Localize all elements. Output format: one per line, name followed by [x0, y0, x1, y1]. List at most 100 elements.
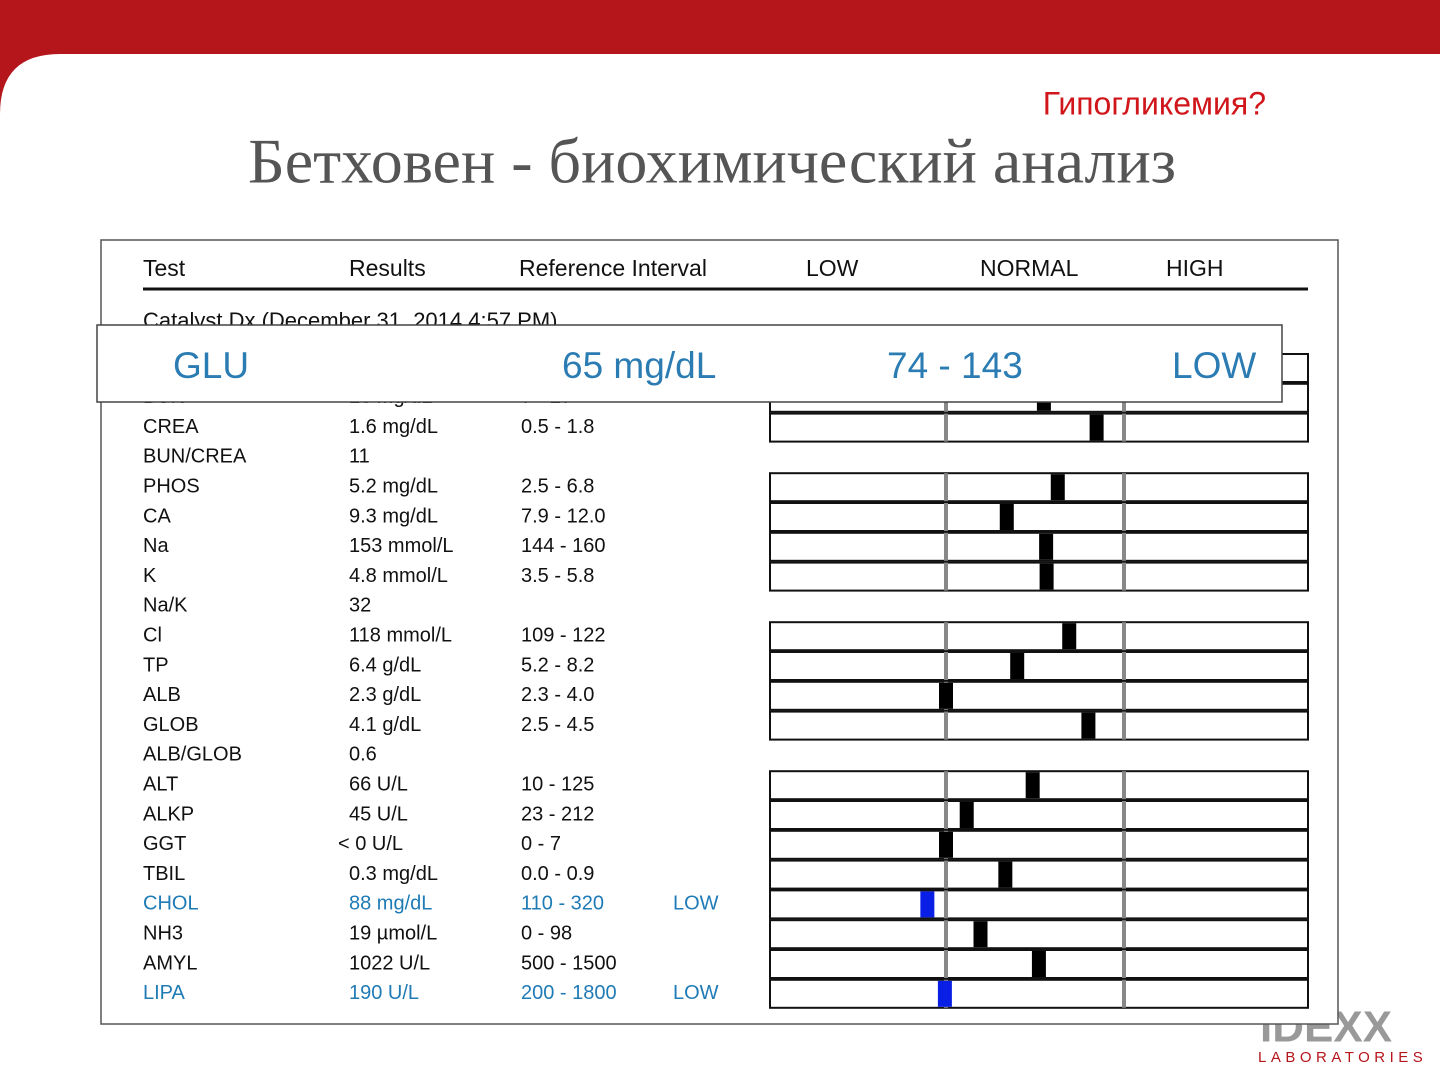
range-bar	[769, 502, 1309, 532]
test-name: NH3	[143, 922, 183, 944]
result-marker	[939, 682, 953, 709]
bar-frame	[769, 412, 1309, 443]
range-bar	[769, 859, 1309, 890]
range-bar	[769, 680, 1309, 711]
result: 0.3 mg/dL	[349, 863, 438, 885]
bar-frame	[769, 710, 1309, 741]
reference: 23 - 212	[521, 803, 594, 825]
range-bar	[769, 949, 1309, 979]
result: 88 mg/dL	[349, 893, 432, 915]
result-marker	[937, 980, 952, 1007]
flag: LOW	[673, 893, 719, 915]
logo-subtitle: LABORATORIES	[1258, 1049, 1427, 1066]
result-marker	[1039, 563, 1054, 590]
bar-frame	[769, 621, 1309, 652]
highlight-reference: 74 - 143	[887, 345, 1023, 386]
test-name: BUN/CREA	[143, 446, 247, 468]
result: 6.4 g/dL	[349, 654, 421, 676]
result: 2.3 g/dL	[349, 684, 421, 706]
reference: 144 - 160	[521, 535, 606, 557]
column-header: NORMAL	[980, 255, 1079, 281]
range-bar	[769, 621, 1309, 652]
bar-frame	[769, 829, 1309, 860]
result-marker	[1050, 474, 1065, 501]
reference: 500 - 1500	[521, 952, 617, 974]
reference: 0 - 7	[521, 833, 561, 855]
result: 1022 U/L	[349, 952, 430, 974]
result: 190 U/L	[349, 982, 419, 1004]
test-name: Na	[143, 535, 169, 557]
test-name: ALB	[143, 684, 181, 706]
bar-frame	[769, 800, 1309, 830]
test-name: GGT	[143, 833, 186, 855]
range-bar	[769, 800, 1309, 830]
test-name: GLOB	[143, 714, 199, 736]
range-bar	[769, 412, 1309, 443]
result: 11	[349, 446, 370, 468]
result-marker	[998, 861, 1013, 888]
range-bar	[769, 651, 1309, 681]
result: 1.6 mg/dL	[349, 416, 438, 438]
reference: 0 - 98	[521, 922, 572, 944]
reference: 109 - 122	[521, 624, 606, 646]
title: Бетховен - биохимический анализ	[248, 126, 1176, 197]
test-name: TP	[143, 654, 169, 676]
result-marker	[1062, 623, 1077, 650]
test-name: Cl	[143, 624, 162, 646]
result-marker	[939, 831, 953, 858]
test-name: LIPA	[143, 982, 186, 1004]
highlight-test: GLU	[173, 345, 249, 386]
result: 153 mmol/L	[349, 535, 454, 557]
test-name: K	[143, 565, 157, 587]
result: 4.1 g/dL	[349, 714, 421, 736]
column-header: Test	[143, 255, 186, 281]
result-marker	[959, 802, 974, 828]
column-header: Results	[349, 255, 426, 281]
test-name: CREA	[143, 416, 199, 438]
result-marker	[1010, 653, 1025, 679]
result: 66 U/L	[349, 773, 408, 795]
result: 19 µmol/L	[349, 922, 437, 944]
reference: 110 - 320	[521, 893, 604, 915]
range-bar	[769, 531, 1309, 562]
report: Test Results Reference Interval LOW NORMAL HI…	[96, 255, 1309, 1009]
column-header: HIGH	[1166, 255, 1224, 281]
reference: 2.5 - 4.5	[521, 714, 594, 736]
range-bar	[769, 978, 1309, 1009]
column-header: LOW	[806, 255, 859, 281]
reference: 0.5 - 1.8	[521, 416, 594, 438]
bar-frame	[769, 561, 1309, 592]
range-bar	[769, 472, 1309, 503]
result-marker	[1081, 712, 1096, 739]
result: 4.8 mmol/L	[349, 565, 448, 587]
highlight-result: 65 mg/dL	[562, 345, 716, 386]
test-name: PHOS	[143, 475, 200, 497]
flag: LOW	[673, 982, 719, 1004]
highlight: GLU 65 mg/dL 74 - 143 LOW	[96, 324, 1283, 403]
range-bar	[769, 710, 1309, 741]
result-marker	[999, 504, 1014, 530]
range-bar	[769, 919, 1309, 950]
reference: 3.5 - 5.8	[521, 565, 594, 587]
result-marker	[1031, 951, 1046, 977]
result-marker	[1089, 414, 1104, 441]
result-marker	[920, 891, 935, 918]
bar-frame	[769, 889, 1309, 920]
reference: 10 - 125	[521, 773, 594, 795]
result: 32	[349, 595, 371, 617]
reference: 5.2 - 8.2	[521, 654, 594, 676]
test-name: CA	[143, 505, 171, 527]
bar-frame	[769, 978, 1309, 1009]
result: 0.6	[349, 744, 377, 766]
test-name: CHOL	[143, 893, 199, 915]
range-bar	[769, 770, 1309, 801]
result-marker	[973, 921, 988, 948]
result: < 0 U/L	[338, 833, 403, 855]
test-name: ALT	[143, 773, 178, 795]
reference: 2.5 - 6.8	[521, 475, 594, 497]
result: 45 U/L	[349, 803, 408, 825]
bar-frame	[769, 531, 1309, 562]
range-bar	[769, 889, 1309, 920]
result: 118 mmol/L	[349, 624, 452, 646]
